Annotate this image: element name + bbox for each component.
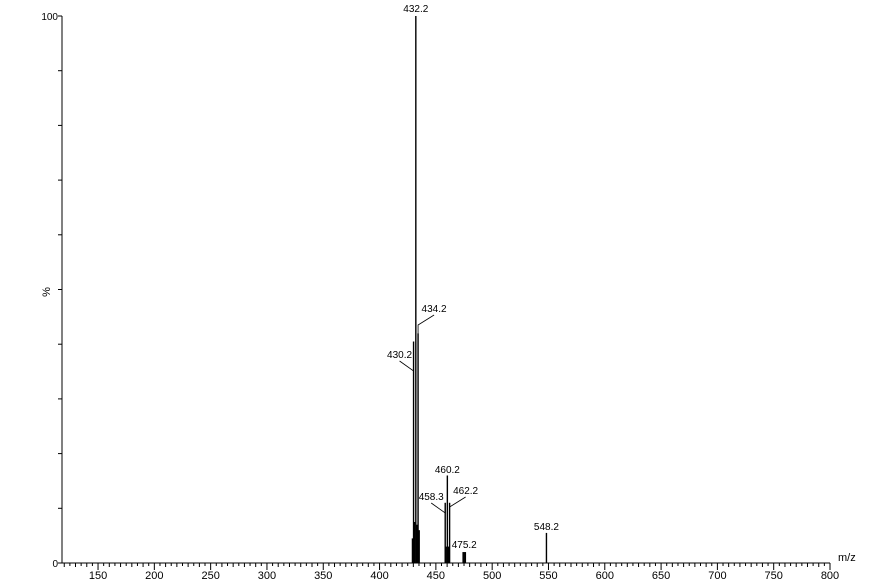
- peak-label: 432.2: [403, 4, 428, 15]
- peak-label: 434.2: [422, 304, 447, 315]
- x-tick-label: 500: [483, 570, 501, 582]
- peak-label: 475.2: [452, 540, 477, 551]
- x-tick-label: 150: [89, 570, 107, 582]
- y-tick-label: 100: [41, 12, 58, 23]
- y-axis-label: %: [41, 287, 53, 297]
- x-tick-label: 700: [708, 570, 726, 582]
- x-tick-label: 800: [821, 570, 839, 582]
- y-tick-label: 0: [52, 559, 58, 570]
- x-tick-label: 400: [370, 570, 388, 582]
- x-tick-label: 550: [539, 570, 557, 582]
- x-tick-label: 750: [765, 570, 783, 582]
- peak-label: 548.2: [534, 522, 559, 533]
- peak-label: 462.2: [453, 486, 478, 497]
- peak-labels: 430.2 432.2 434.2 458.3 460.2 462.2 475.2 548.2: [387, 4, 559, 551]
- peak-label-leader: [430, 502, 446, 514]
- x-tick-label: 600: [596, 570, 614, 582]
- x-tick-label: 650: [652, 570, 670, 582]
- x-tick-label: 350: [314, 570, 332, 582]
- axes: 0 100 150 200 250 300 350 400 450 500 550 600 650 700…: [41, 12, 839, 582]
- peak-label: 460.2: [435, 465, 460, 476]
- peak-label: 458.3: [419, 492, 444, 503]
- peaks: [411, 16, 548, 563]
- x-axis-label: m/z: [838, 552, 856, 564]
- x-tick-label: 250: [201, 570, 219, 582]
- peak-label-leader: [417, 314, 435, 334]
- x-tick-label: 450: [427, 570, 445, 582]
- peak-label-leader: [449, 496, 466, 508]
- x-tick-label: 200: [145, 570, 163, 582]
- x-tick-label: 300: [258, 570, 276, 582]
- peak-label-leader: [399, 341, 414, 372]
- peak-label: 430.2: [387, 350, 412, 361]
